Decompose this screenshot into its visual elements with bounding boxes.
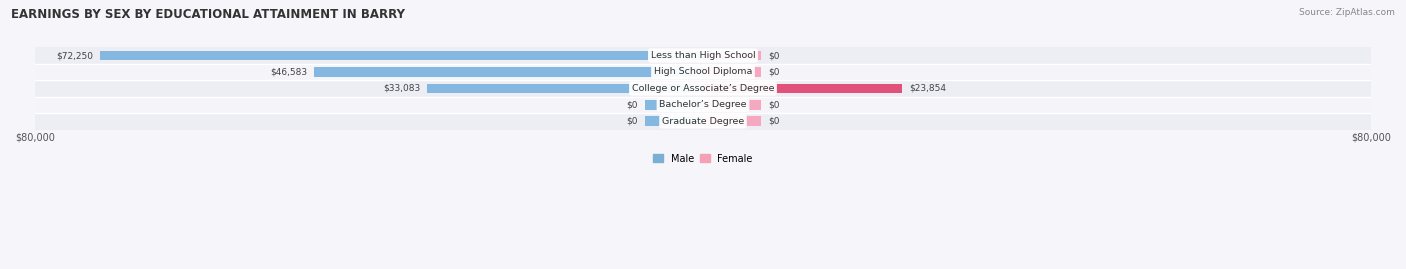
Text: Source: ZipAtlas.com: Source: ZipAtlas.com [1299, 8, 1395, 17]
Bar [644, 100, 703, 110]
Bar [35, 80, 1371, 97]
Text: $33,083: $33,083 [382, 84, 420, 93]
Text: $72,250: $72,250 [56, 51, 93, 60]
Bar [35, 64, 1371, 80]
Text: $0: $0 [626, 100, 638, 109]
Bar [644, 116, 703, 126]
Text: $46,583: $46,583 [270, 68, 308, 76]
Bar [100, 51, 703, 61]
Bar [703, 51, 762, 61]
Text: $0: $0 [626, 117, 638, 126]
Text: Graduate Degree: Graduate Degree [662, 117, 744, 126]
Text: Bachelor’s Degree: Bachelor’s Degree [659, 100, 747, 109]
Text: $0: $0 [768, 100, 780, 109]
Text: College or Associate’s Degree: College or Associate’s Degree [631, 84, 775, 93]
Bar [703, 116, 762, 126]
Bar [35, 113, 1371, 130]
Bar [703, 67, 762, 77]
Text: $0: $0 [768, 117, 780, 126]
Bar [35, 47, 1371, 64]
Text: High School Diploma: High School Diploma [654, 68, 752, 76]
Text: Less than High School: Less than High School [651, 51, 755, 60]
Bar [314, 67, 703, 77]
Bar [703, 83, 903, 93]
Bar [703, 100, 762, 110]
Text: $0: $0 [768, 68, 780, 76]
Legend: Male, Female: Male, Female [650, 150, 756, 168]
Bar [35, 97, 1371, 113]
Text: $0: $0 [768, 51, 780, 60]
Text: $23,854: $23,854 [908, 84, 946, 93]
Bar [427, 83, 703, 93]
Text: EARNINGS BY SEX BY EDUCATIONAL ATTAINMENT IN BARRY: EARNINGS BY SEX BY EDUCATIONAL ATTAINMEN… [11, 8, 405, 21]
